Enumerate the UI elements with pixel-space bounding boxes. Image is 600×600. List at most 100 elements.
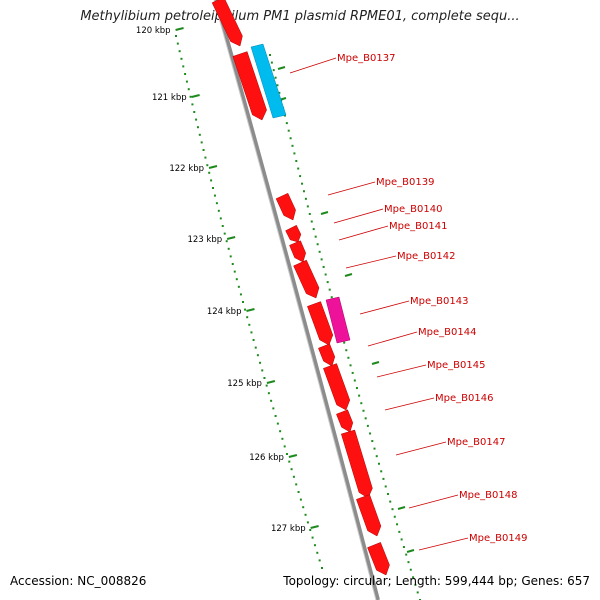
outer-scale-dot bbox=[416, 591, 419, 594]
gene-leader-line bbox=[338, 225, 389, 241]
outer-scale-dot bbox=[386, 493, 389, 496]
outer-scale-tick bbox=[406, 549, 415, 553]
outer-scale-dot bbox=[269, 54, 271, 56]
gene-leader-line bbox=[359, 300, 410, 315]
scale-dot bbox=[250, 331, 253, 334]
outer-scale-dot bbox=[412, 576, 415, 579]
scale-dot bbox=[180, 57, 183, 60]
scale-dot bbox=[237, 285, 240, 288]
scale-dot bbox=[206, 164, 209, 167]
outer-scale-dot bbox=[278, 91, 281, 94]
outer-scale-dot bbox=[373, 447, 376, 450]
outer-scale-dot bbox=[384, 485, 387, 488]
scale-dot bbox=[193, 111, 196, 113]
scale-dot bbox=[191, 103, 194, 106]
scale-tick bbox=[175, 27, 184, 31]
gene-label: Mpe_B0148 bbox=[459, 490, 517, 501]
outer-scale-dot bbox=[409, 568, 412, 571]
outer-scale-dot bbox=[364, 417, 367, 420]
outer-scale-dot bbox=[295, 159, 298, 162]
outer-scale-dot bbox=[270, 61, 273, 64]
scale-tick bbox=[191, 94, 200, 98]
scale-dot bbox=[221, 225, 224, 227]
scale-dot bbox=[235, 278, 238, 281]
gene-arrow bbox=[340, 429, 373, 499]
scale-dot bbox=[229, 255, 232, 258]
outer-scale-dot bbox=[314, 235, 317, 238]
backbone-line bbox=[214, 0, 380, 600]
outer-scale-dot bbox=[287, 129, 290, 132]
scale-dot bbox=[316, 551, 319, 554]
gene-label: Mpe_B0145 bbox=[427, 360, 485, 371]
scale-dot bbox=[200, 141, 203, 144]
gene-label: Mpe_B0149 bbox=[469, 533, 527, 544]
gene-arrow bbox=[318, 343, 336, 367]
outer-scale-dot bbox=[369, 432, 372, 435]
scale-dot bbox=[225, 240, 228, 243]
outer-scale-dot bbox=[274, 76, 277, 79]
outer-scale-dot bbox=[360, 402, 363, 405]
outer-scale-dot bbox=[391, 508, 394, 511]
gene-leader-line bbox=[367, 331, 418, 347]
scale-dot bbox=[304, 513, 307, 516]
scale-dot bbox=[217, 209, 220, 212]
outer-scale-dot bbox=[347, 356, 350, 359]
scale-dot bbox=[254, 346, 257, 349]
outer-scale-tick bbox=[344, 273, 353, 277]
gene-label: Mpe_B0139 bbox=[376, 177, 434, 188]
outer-scale-tick bbox=[371, 361, 380, 365]
gene-arrow bbox=[367, 542, 390, 576]
scale-dot bbox=[219, 217, 222, 220]
outer-scale-dot bbox=[402, 546, 405, 549]
scale-tick-label: 122 kbp bbox=[169, 164, 204, 174]
scale-dot bbox=[261, 369, 264, 372]
gene-arrow bbox=[211, 0, 243, 47]
scale-tick bbox=[310, 525, 319, 529]
gene-arrow bbox=[275, 192, 296, 221]
scale-dot bbox=[227, 247, 230, 250]
outer-scale-dot bbox=[312, 228, 315, 231]
scale-dot bbox=[239, 293, 242, 296]
scale-dot bbox=[285, 453, 288, 455]
scale-dot bbox=[252, 339, 255, 341]
gene-leader-line bbox=[327, 181, 376, 196]
gene-leader-line bbox=[418, 537, 469, 551]
outer-scale-dot bbox=[345, 349, 348, 352]
scale-dot bbox=[182, 65, 185, 68]
accession-text: Accession: NC_008826 bbox=[10, 574, 147, 588]
gene-label: Mpe_B0144 bbox=[418, 327, 476, 338]
scale-dot bbox=[246, 316, 249, 319]
scale-dot bbox=[267, 392, 270, 395]
scale-dot bbox=[198, 133, 201, 136]
outer-scale-dot bbox=[414, 583, 417, 586]
scale-dot bbox=[212, 187, 215, 189]
outer-scale-dot bbox=[302, 190, 305, 193]
outer-scale-dot bbox=[389, 500, 392, 503]
scale-dot bbox=[175, 35, 177, 37]
scale-dot bbox=[223, 232, 226, 235]
outer-scale-dot bbox=[353, 379, 356, 382]
scale-dot bbox=[184, 73, 187, 75]
outer-scale-dot bbox=[400, 538, 403, 541]
outer-scale-dot bbox=[291, 144, 294, 147]
scale-dot bbox=[178, 50, 181, 53]
gene-block-magenta bbox=[325, 296, 351, 344]
scale-dot bbox=[248, 323, 251, 326]
gene-arrow bbox=[323, 363, 351, 411]
genome-summary-text: Topology: circular; Length: 599,444 bp; … bbox=[283, 574, 590, 588]
gene-arrow bbox=[293, 259, 320, 299]
scale-dot bbox=[196, 126, 199, 129]
outer-scale-dot bbox=[289, 137, 292, 140]
scale-tick-label: 127 kbp bbox=[271, 524, 306, 534]
scale-dot bbox=[256, 354, 259, 357]
scale-dot bbox=[281, 437, 284, 440]
outer-scale-dot bbox=[407, 561, 410, 564]
scale-dot bbox=[318, 559, 321, 562]
scale-dot bbox=[288, 460, 291, 463]
outer-scale-dot bbox=[318, 250, 321, 253]
scale-dot bbox=[283, 445, 286, 448]
outer-scale-dot bbox=[324, 273, 327, 276]
gene-leader-line bbox=[376, 364, 427, 378]
scale-dot bbox=[302, 506, 305, 509]
